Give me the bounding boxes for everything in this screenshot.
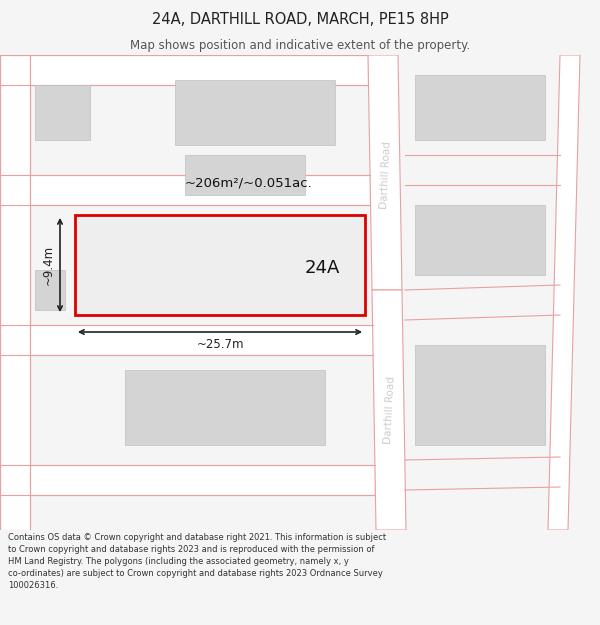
Polygon shape bbox=[548, 55, 580, 530]
Polygon shape bbox=[0, 465, 375, 495]
Bar bbox=[125, 370, 325, 445]
Polygon shape bbox=[75, 215, 365, 315]
Text: 24A: 24A bbox=[305, 259, 340, 277]
Text: ~206m²/~0.051ac.: ~206m²/~0.051ac. bbox=[185, 177, 313, 190]
Bar bbox=[35, 85, 90, 140]
Polygon shape bbox=[0, 55, 30, 530]
Bar bbox=[415, 205, 545, 275]
Polygon shape bbox=[0, 55, 368, 85]
Text: Map shows position and indicative extent of the property.: Map shows position and indicative extent… bbox=[130, 39, 470, 51]
Text: ~9.4m: ~9.4m bbox=[42, 245, 55, 285]
Polygon shape bbox=[0, 325, 373, 355]
Text: Darthill Road: Darthill Road bbox=[383, 376, 397, 444]
Text: Darthill Road: Darthill Road bbox=[379, 141, 393, 209]
Bar bbox=[185, 155, 305, 195]
Polygon shape bbox=[368, 55, 402, 290]
Bar bbox=[415, 75, 545, 140]
Text: Contains OS data © Crown copyright and database right 2021. This information is : Contains OS data © Crown copyright and d… bbox=[8, 533, 386, 591]
Text: 24A, DARTHILL ROAD, MARCH, PE15 8HP: 24A, DARTHILL ROAD, MARCH, PE15 8HP bbox=[152, 12, 448, 27]
Bar bbox=[175, 80, 335, 145]
Bar bbox=[35, 270, 65, 310]
Text: ~25.7m: ~25.7m bbox=[196, 338, 244, 351]
Polygon shape bbox=[0, 175, 370, 205]
Bar bbox=[415, 345, 545, 445]
Polygon shape bbox=[372, 290, 406, 530]
Bar bbox=[85, 227, 195, 302]
